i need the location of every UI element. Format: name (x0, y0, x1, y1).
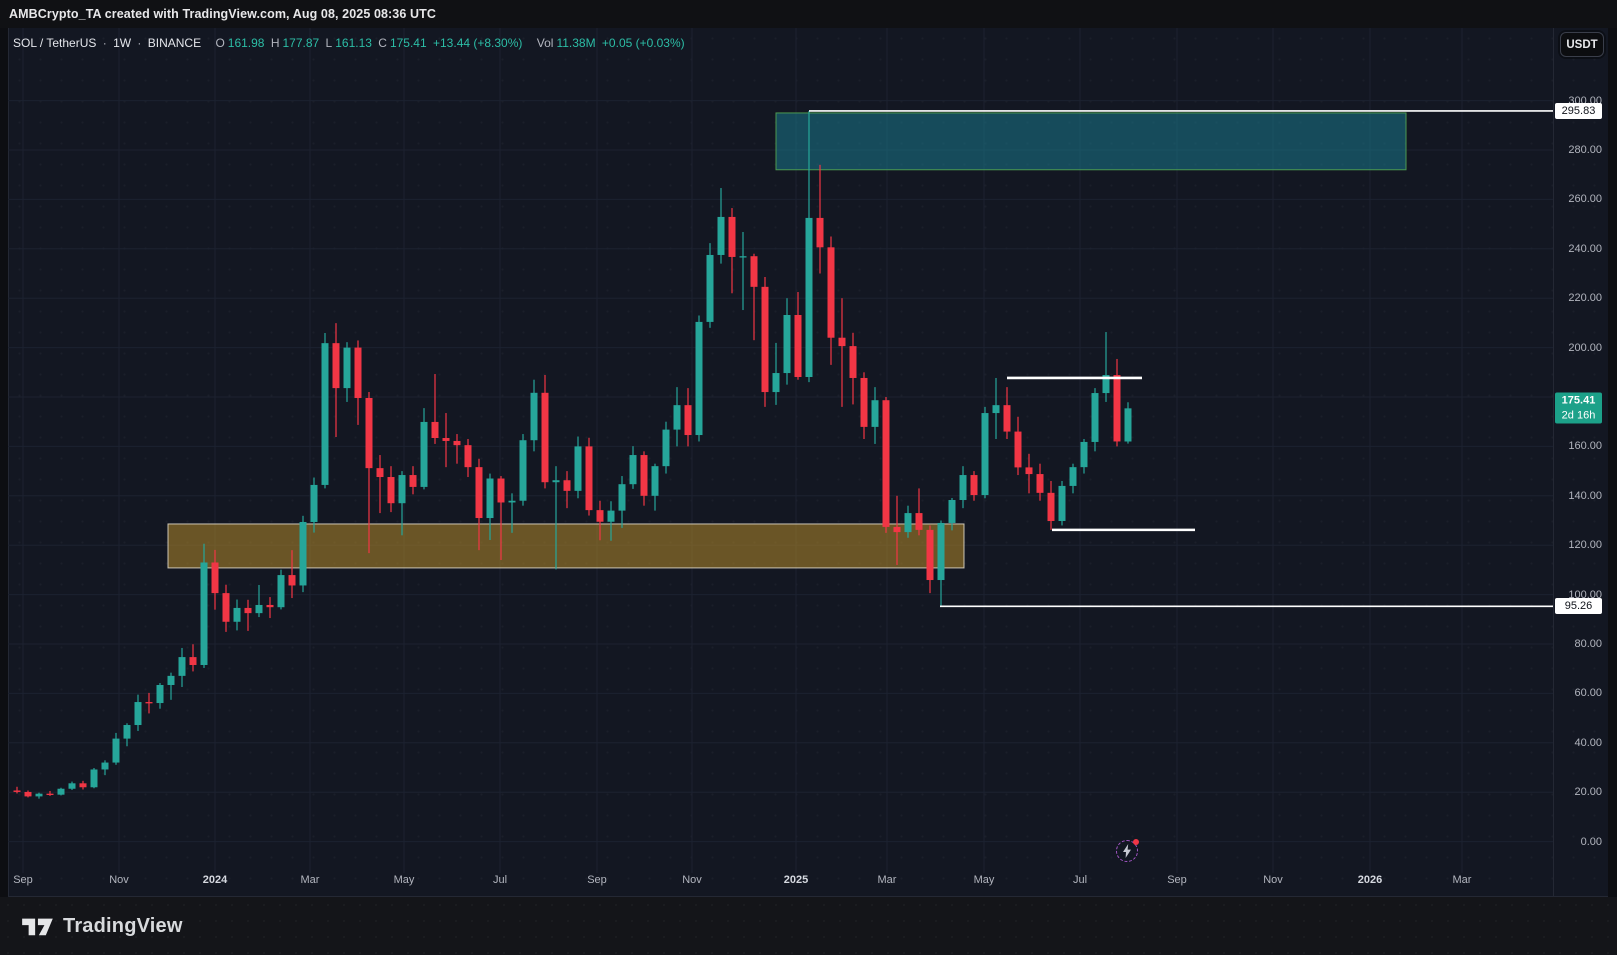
time-tick-label: 2025 (783, 874, 809, 886)
time-tick-label: Sep (13, 874, 33, 886)
exchange-label: BINANCE (147, 36, 202, 50)
bolt-glyph (1123, 844, 1131, 858)
price-tick-label: 200.00 (1568, 341, 1602, 354)
tradingview-logo[interactable]: TradingView (20, 913, 183, 939)
time-tick-label: Sep (1167, 874, 1187, 886)
price-tick-label: 220.00 (1568, 292, 1602, 305)
price-tick-label: 260.00 (1568, 193, 1602, 206)
open-label: O (215, 36, 225, 50)
time-tick-label: Jul (1072, 874, 1088, 886)
time-tick-label: May (973, 874, 995, 886)
price-tick-label: 60.00 (1574, 687, 1602, 700)
price-tick-label: 160.00 (1568, 440, 1602, 453)
price-tick-label: 120.00 (1568, 539, 1602, 552)
price-tick-label: 80.00 (1574, 638, 1602, 650)
time-tick-label: Mar (300, 874, 320, 886)
bar-countdown: 2d 16h (1561, 409, 1596, 422)
notification-dot (1133, 839, 1139, 845)
time-tick-label: Nov (682, 874, 702, 886)
time-tick-label: Mar (877, 874, 897, 886)
price-axis-separator (1553, 28, 1554, 897)
last-price-value: 175.41 (1561, 394, 1596, 407)
price-tick-label: 240.00 (1568, 242, 1602, 255)
time-tick-label: Sep (587, 874, 607, 886)
time-tick-label: 2024 (202, 874, 228, 886)
open-value: 161.98 (227, 36, 265, 50)
volume-value: 11.38M (556, 36, 596, 50)
currency-toggle-button[interactable]: USDT (1560, 32, 1604, 57)
snapshot-title: AMBCrypto_TA created with TradingView.co… (9, 7, 436, 21)
low-value: 161.13 (335, 36, 372, 50)
change-value: +13.44 (+8.30%) (433, 36, 523, 50)
price-tick-label: 100.00 (1568, 588, 1602, 601)
time-tick-label: Mar (1452, 874, 1472, 886)
last-price-badge: 175.41 2d 16h (1555, 392, 1602, 424)
price-tick-label: 140.00 (1568, 489, 1602, 502)
close-value: 175.41 (389, 36, 427, 50)
price-tick-label: 0.00 (1580, 835, 1602, 848)
time-tick-label: Nov (109, 874, 129, 886)
time-tick-label: 2026 (1357, 874, 1383, 886)
price-tick-label: 20.00 (1574, 786, 1602, 799)
high-label: H (270, 36, 280, 50)
right-margin (1608, 28, 1617, 897)
ath-price-label: 295.83 (1555, 102, 1602, 119)
chart-canvas (8, 28, 1608, 897)
tradingview-wordmark: TradingView (63, 914, 183, 937)
tradingview-mark-icon (22, 918, 53, 936)
volume-change: +0.05 (+0.03%) (601, 36, 685, 50)
interval-label: 1W (113, 36, 132, 50)
symbol-name: SOL / TetherUS (13, 36, 97, 50)
high-value: 177.87 (282, 36, 320, 50)
price-tick-label: 40.00 (1574, 736, 1602, 749)
snapshot-header-bar: AMBCrypto_TA created with TradingView.co… (0, 0, 1617, 28)
close-label: C (378, 36, 387, 50)
time-tick-label: Nov (1263, 874, 1283, 886)
price-tick-label: 280.00 (1568, 144, 1602, 156)
low-price-label: 95.26 (1555, 598, 1602, 615)
bottom-bar: TradingView (0, 897, 1617, 955)
low-label: L (325, 36, 333, 50)
lightning-icon[interactable] (1116, 839, 1139, 862)
volume-label: Vol (536, 36, 554, 50)
time-tick-label: May (393, 874, 415, 886)
time-tick-label: Jul (492, 874, 508, 886)
